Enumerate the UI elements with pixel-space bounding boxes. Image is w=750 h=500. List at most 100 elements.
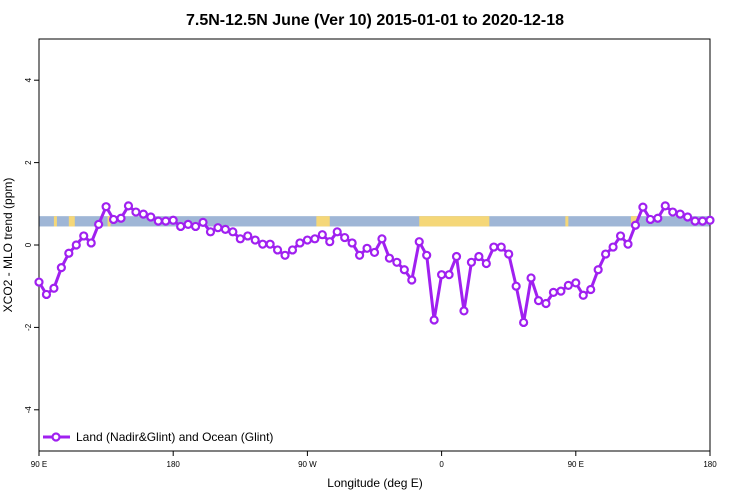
y-axis-label: XCO2 - MLO trend (ppm) [1,178,15,313]
data-point [586,284,596,295]
y-tick-label: -4 [24,406,33,414]
data-point [71,240,81,250]
data-point [519,317,529,328]
data-point [690,216,700,226]
data-point [660,201,670,211]
data-point [340,232,350,243]
data-point [123,201,134,211]
data-point [153,216,163,226]
data-point [265,239,275,249]
data-point [683,212,693,222]
data-point [116,213,126,223]
data-point [41,289,52,300]
land-segment [107,216,111,227]
data-point [645,214,655,225]
data-point [496,242,506,252]
data-point [190,221,201,232]
data-point [146,212,156,222]
data-point [451,251,462,262]
data-point [630,220,641,230]
y-axis: -4 -2 0 2 4 [24,77,39,413]
data-point [437,270,447,280]
data-point [414,237,424,247]
data-point [272,245,283,255]
data-point [653,213,663,223]
x-tick-label: 90 E [568,460,584,469]
data-point [511,281,521,291]
data-point [354,250,365,260]
x-tick-label: 180 [703,460,717,469]
x-axis: 90 E 180 90 W 0 90 E 180 [31,451,717,469]
series-layer [34,201,715,328]
data-point [578,290,588,300]
data-point [49,283,59,293]
data-point [608,242,618,252]
data-point [243,231,253,241]
data-point [526,273,536,283]
data-point [668,207,678,217]
data-point [295,238,305,248]
data-point [556,286,566,296]
data-point [504,249,514,259]
data-point [593,265,603,275]
data-point [108,214,119,225]
data-point [533,296,544,306]
data-point [280,250,290,260]
data-point [325,237,335,247]
data-point [377,234,387,244]
data-point [235,234,245,244]
data-point [131,207,141,217]
x-axis-label: Longitude (deg E) [327,476,422,490]
data-point [250,235,260,245]
legend: Land (Nadir&Glint) and Ocean (Glint) [43,430,273,444]
data-point [601,249,611,259]
data-point [623,239,633,249]
data-point [466,257,477,267]
data-point [444,270,454,280]
x-tick-label: 0 [439,460,444,469]
data-point [176,221,186,232]
data-point [34,277,44,287]
data-point [228,227,238,237]
data-point [101,202,111,212]
legend-marker [51,432,61,442]
data-point [183,219,193,229]
data-point [571,278,581,288]
data-point [422,250,432,260]
data-point [392,257,402,267]
x-tick-label: 90 W [298,460,317,469]
data-point [697,216,708,226]
data-point [675,209,685,219]
data-point [94,219,104,229]
land-segment [68,216,75,227]
y-tick-label: -2 [24,323,33,331]
data-point [332,227,342,237]
data-point [79,231,89,241]
y-tick-label: 2 [24,160,33,165]
data-point [407,275,417,285]
data-point [384,253,395,263]
legend-label: Land (Nadir&Glint) and Ocean (Glint) [76,430,273,444]
data-point [369,247,380,258]
data-point [615,231,626,241]
data-point [399,265,409,275]
data-point [705,215,715,225]
data-point [302,235,312,245]
data-point [548,287,559,297]
data-point [138,209,148,219]
data-point [429,315,439,325]
data-point [213,223,223,233]
data-point [347,238,357,248]
data-point [638,202,648,212]
land-segment [565,216,569,227]
data-point [317,230,327,240]
data-point [489,242,499,252]
data-point [563,280,573,290]
data-point [205,227,216,237]
data-point [198,217,208,227]
land-ocean-band [39,216,710,227]
data-point [168,215,178,225]
data-point [258,239,268,249]
data-point [362,243,372,253]
data-point [474,251,484,262]
